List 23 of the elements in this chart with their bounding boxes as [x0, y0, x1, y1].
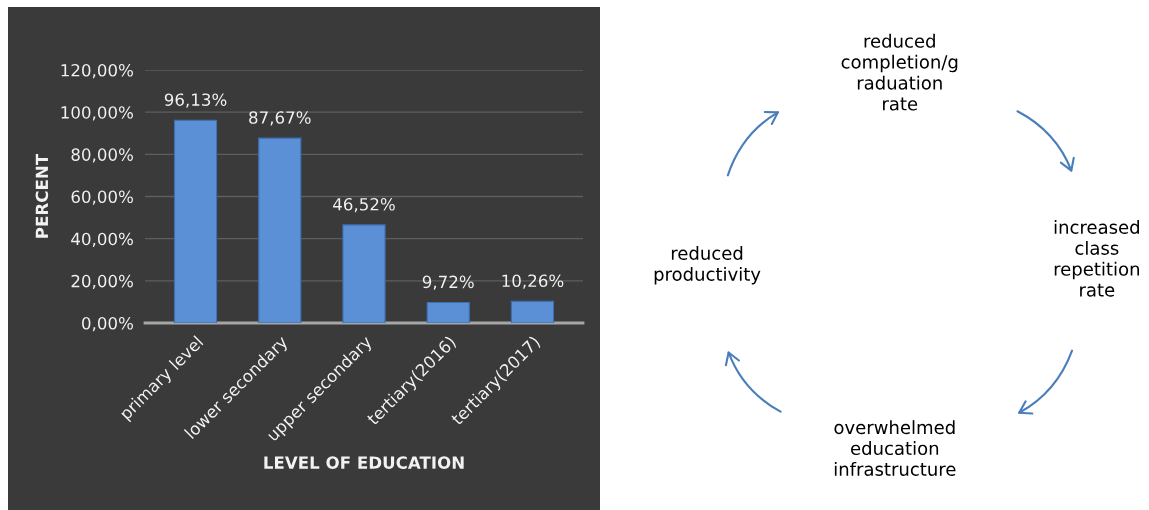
text: reduced completion/g raduation rate	[841, 33, 958, 111]
data-label: 9,72%	[422, 275, 474, 290]
text: increased class repetition rate	[1054, 220, 1139, 297]
data-label: 10,26%	[502, 274, 564, 289]
text: overwhelmed education infrastructure	[834, 420, 956, 476]
y-axis-title: PERCENT	[35, 153, 49, 238]
data-label: 46,52%	[333, 197, 395, 213]
x-axis-title: LEVEL OF EDUCATION	[264, 456, 464, 469]
y-tick-label: 80,00%	[71, 148, 133, 163]
y-tick-label: 60,00%	[71, 190, 133, 205]
y-tick-label: 0,00%	[82, 316, 133, 332]
y-tick-label: 120,00%	[61, 63, 133, 79]
y-tick-label: 100,00%	[61, 106, 133, 121]
text: reduced productivity	[654, 246, 761, 285]
y-tick-label: 40,00%	[71, 232, 133, 247]
bar	[426, 301, 470, 323]
bar	[510, 300, 555, 323]
bar	[258, 137, 302, 323]
data-label: 87,67%	[249, 111, 311, 126]
bar	[342, 224, 386, 323]
y-tick-label: 20,00%	[71, 274, 133, 290]
bar	[173, 119, 218, 323]
data-label: 96,13%	[164, 93, 227, 108]
